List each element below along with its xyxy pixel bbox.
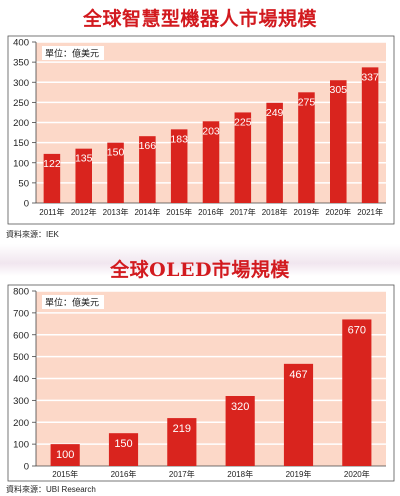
chart1-bar — [75, 148, 92, 203]
chart1-bar — [298, 92, 315, 203]
chart2-data-label: 320 — [231, 401, 249, 413]
chart2-y-tick-label: 100 — [13, 440, 29, 451]
chart1-data-label: 305 — [330, 84, 348, 96]
chart1-bar — [43, 153, 61, 203]
chart1-unit-label: 單位：億美元 — [45, 48, 99, 59]
chart1-bar — [266, 102, 283, 203]
chart1-data-label: 203 — [202, 125, 220, 137]
chart1-unit-label-box — [42, 46, 104, 60]
chart1-y-tick-label: 300 — [13, 78, 29, 89]
chart1-x-tick-label: 2019年 — [294, 207, 320, 217]
chart2-bar — [342, 319, 372, 466]
chart1-bar — [170, 129, 188, 203]
chart2-unit-label: 單位：億美元 — [45, 297, 99, 308]
section-divider-band — [0, 244, 400, 276]
chart1-data-label: 249 — [266, 107, 284, 119]
chart2-x-tick-label: 2018年 — [227, 469, 253, 479]
chart1-bar — [330, 80, 347, 203]
chart1-x-tick-label: 2011年 — [39, 207, 64, 217]
chart1-y-tick-label: 0 — [24, 199, 29, 210]
oled-market-bar-chart: 0 100 200 300 400 500 600 700 800 單位：億美元 100 2015年 1… — [7, 284, 395, 482]
chart2-x-tick-label: 2019年 — [286, 469, 312, 479]
chart2-x-tick-label: 2017年 — [169, 469, 195, 479]
chart1-data-label: 150 — [107, 147, 125, 159]
chart1-x-tick-label: 2012年 — [71, 207, 97, 217]
chart-title-robot-market: 全球智慧型機器人市場規模 — [82, 8, 317, 30]
chart1-data-label: 337 — [361, 71, 379, 83]
source-note-oled: 資料來源：UBI Research — [6, 485, 96, 494]
chart1-y-tick-label: 100 — [13, 158, 29, 169]
chart2-y-tick-label: 600 — [13, 330, 29, 341]
chart2-y-tick-label: 800 — [13, 287, 29, 298]
chart1-x-tick-label: 2017年 — [230, 207, 256, 217]
source-note-robot: 資料來源：IEK — [6, 230, 59, 239]
chart1-data-label: 122 — [43, 158, 61, 170]
chart2-y-tick-label: 200 — [13, 418, 29, 429]
chart2-y-tick-label: 700 — [13, 308, 29, 319]
chart2-bar — [283, 363, 314, 466]
chart1-bar — [234, 112, 252, 203]
chart1-bar — [107, 142, 124, 203]
chart1-y-tick-label: 150 — [13, 138, 29, 149]
chart2-data-label: 670 — [348, 324, 366, 336]
chart1-x-tick-label: 2015年 — [166, 207, 192, 217]
chart2-data-label: 467 — [289, 369, 307, 381]
chart1-y-tick-label: 250 — [13, 98, 29, 109]
chart2-y-tick-label: 400 — [13, 374, 29, 385]
chart2-x-tick-label: 2015年 — [52, 469, 78, 479]
chart2-y-tick-label: 500 — [13, 352, 29, 363]
robot-market-bar-chart: 0 50 100 150 200 250 300 350 400 單位：億美元 122 2011年 13… — [7, 35, 395, 225]
chart1-bar — [202, 121, 220, 203]
chart2-data-label: 150 — [114, 438, 132, 450]
chart1-x-tick-label: 2016年 — [198, 207, 224, 217]
chart1-y-tick-label: 400 — [13, 38, 29, 49]
chart1-x-tick-label: 2021年 — [357, 207, 383, 217]
chart1-y-tick-label: 350 — [13, 58, 29, 69]
chart-title-oled-market: 全球OLED市場規模 — [110, 259, 290, 281]
chart1-data-label: 183 — [170, 133, 188, 145]
chart2-bar — [167, 418, 197, 466]
chart2-y-tick-label: 0 — [24, 462, 29, 473]
chart1-y-tick-label: 50 — [18, 178, 29, 189]
chart2-unit-label-box — [42, 295, 104, 309]
chart1-bar — [361, 67, 379, 203]
chart1-x-tick-label: 2013年 — [103, 207, 129, 217]
chart2-x-tick-label: 2016年 — [111, 469, 137, 479]
chart2-x-tick-label: 2020年 — [344, 469, 370, 479]
chart2-data-label: 219 — [173, 423, 191, 435]
chart1-x-tick-label: 2020年 — [325, 207, 351, 217]
chart2-y-tick-label: 300 — [13, 396, 29, 407]
chart1-bar — [139, 136, 156, 203]
chart1-x-tick-label: 2018年 — [262, 207, 288, 217]
chart2-bar — [225, 396, 255, 466]
chart1-y-tick-label: 200 — [13, 118, 29, 129]
chart1-data-label: 225 — [234, 116, 252, 128]
chart2-data-label: 100 — [56, 449, 74, 461]
chart1-data-label: 166 — [139, 140, 157, 152]
chart1-x-tick-label: 2014年 — [134, 207, 160, 217]
chart1-data-label: 135 — [75, 153, 93, 165]
chart1-data-label: 275 — [298, 96, 316, 108]
chart2-bar — [108, 433, 139, 466]
chart2-bar — [50, 444, 80, 466]
